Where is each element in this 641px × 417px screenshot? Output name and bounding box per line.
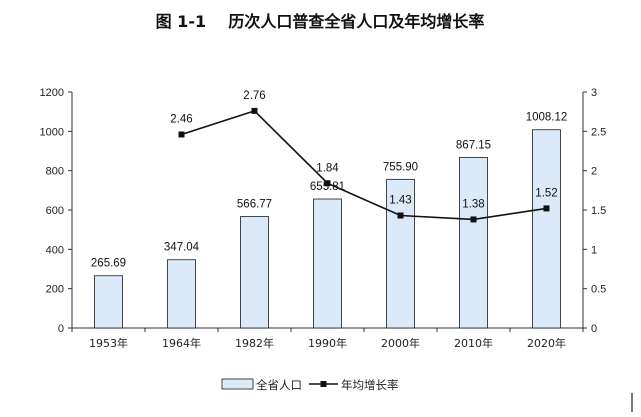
y-left-tick-label: 800 — [46, 166, 64, 178]
line-point — [251, 107, 258, 114]
y-right-tick-label: 1 — [591, 244, 597, 256]
x-tick-label: 1953年 — [89, 336, 128, 350]
bar — [240, 216, 269, 329]
bar-value-label: 347.04 — [164, 242, 200, 254]
bar — [459, 157, 488, 329]
line-value-label: 2.46 — [170, 113, 192, 125]
legend-marker — [320, 381, 327, 387]
bar-value-label: 566.77 — [237, 199, 272, 211]
bar-value-label: 265.69 — [91, 258, 126, 270]
line-value-label: 1.43 — [389, 195, 411, 207]
line-value-label: 1.38 — [462, 198, 484, 210]
bar-value-label: 1008.12 — [526, 112, 568, 124]
bar — [94, 275, 123, 329]
x-tick-label: 2000年 — [381, 336, 420, 350]
x-tick-label: 1982年 — [235, 336, 274, 350]
y-left-tick-label: 200 — [46, 284, 64, 296]
line-value-label: 2.76 — [243, 90, 265, 102]
bar — [386, 178, 415, 329]
line-point — [543, 205, 550, 212]
bar-value-label: 655.81 — [310, 181, 345, 193]
line-value-label: 1.52 — [535, 187, 557, 199]
bar — [313, 198, 342, 329]
y-right-tick-label: 1.5 — [591, 205, 606, 217]
bar-value-label: 867.15 — [456, 139, 491, 151]
x-tick-label: 1990年 — [308, 336, 347, 350]
y-right-tick-label: 0 — [591, 323, 597, 335]
bar-value-label: 755.90 — [383, 161, 418, 173]
legend-swatch-bar — [221, 378, 254, 390]
bar — [167, 259, 196, 329]
y-left-tick-label: 1200 — [40, 87, 64, 99]
y-right-tick-label: 2 — [591, 166, 597, 178]
chart-title: 图 1-1 历次人口普查全省人口及年均增长率 — [156, 12, 485, 31]
y-left-tick-label: 600 — [46, 205, 64, 217]
x-tick-label: 2020年 — [527, 336, 566, 350]
line-point — [470, 216, 477, 223]
line-point — [397, 212, 404, 219]
y-left-tick-label: 400 — [46, 244, 64, 256]
line-point — [324, 180, 331, 187]
y-right-tick-label: 2.5 — [591, 126, 606, 138]
x-tick-label: 2010年 — [454, 336, 493, 350]
line-value-label: 1.84 — [316, 162, 339, 174]
legend-label-line: 年均增长率 — [341, 378, 399, 392]
y-right-tick-label: 3 — [591, 87, 597, 99]
y-left-tick-label: 1000 — [40, 126, 64, 138]
growth-rate-line — [181, 109, 547, 221]
y-left-tick-label: 0 — [58, 323, 64, 335]
line-point — [178, 131, 185, 138]
bar — [532, 129, 561, 329]
legend-label-bar: 全省人口 — [256, 378, 302, 392]
legend: 全省人口 年均增长率 — [221, 378, 399, 392]
x-tick-label: 1964年 — [162, 336, 201, 350]
y-right-tick-label: 0.5 — [591, 284, 606, 296]
